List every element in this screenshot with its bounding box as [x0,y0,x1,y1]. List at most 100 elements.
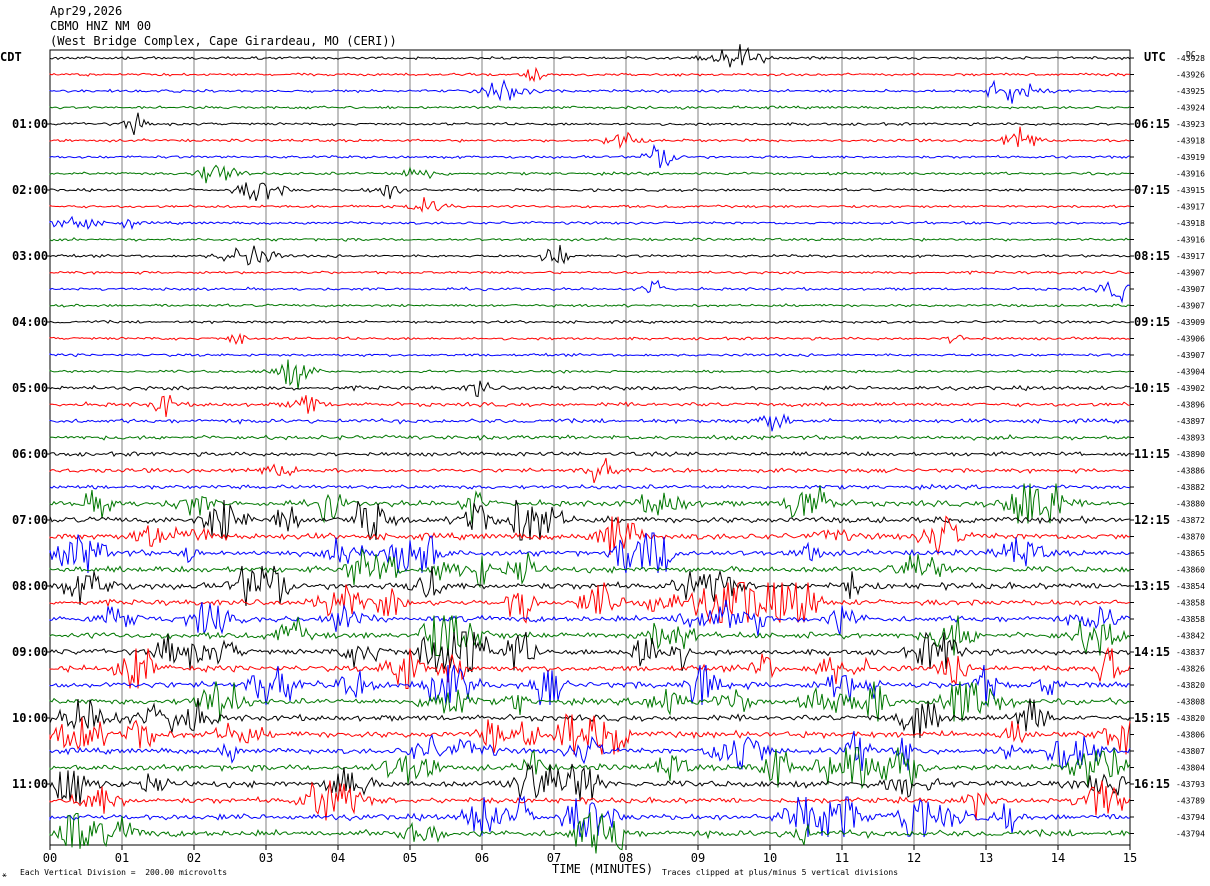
trace-line [49,582,1131,625]
left-hour-label: 03:00 [12,249,48,263]
dc-offset-label: -43872 [1176,516,1205,525]
trace-line [49,164,1131,184]
dc-offset-label: -43880 [1176,500,1205,509]
x-axis-title: TIME (MINUTES) [552,862,654,876]
dc-offset-label: -43902 [1176,384,1205,393]
dc-offset-label: -43906 [1176,335,1205,344]
dc-offset-label: -43807 [1176,747,1205,756]
trace-line [49,664,1131,706]
x-tick-label: 02 [187,851,201,865]
trace-line [49,457,1131,484]
x-tick-label: 11 [835,851,849,865]
station-label: CBMO HNZ NM 00 [50,19,152,33]
dc-offset-label: -43907 [1176,269,1205,278]
x-tick-label: 12 [907,851,921,865]
plot-frame [49,49,1131,846]
trace-line [49,215,1130,231]
trace-line [49,780,1131,821]
x-tick-label: 07 [547,851,561,865]
left-hour-label: 04:00 [12,315,48,329]
dc-offset-label: -43886 [1176,467,1205,476]
dc-offset-label: -43917 [1176,252,1205,261]
scale-note: Each Vertical Division = 200.00 microvol… [20,868,228,877]
dc-offset-label: -43826 [1176,665,1205,674]
clip-note: Traces clipped at plus/minus 5 vertical … [662,868,899,877]
trace-line [49,352,1131,358]
dc-offset-label: -43837 [1176,648,1205,657]
trace-line [49,762,1131,804]
trace-line [49,143,1131,169]
trace-line [49,66,1131,83]
x-tick-label: 15 [1123,851,1137,865]
trace-line [49,182,1131,202]
x-tick-label: 00 [43,851,57,865]
left-hour-label: 07:00 [12,513,48,527]
corner-mark: ⚹ [2,870,7,879]
trace-line [49,483,1131,524]
dc-offset-label: -43896 [1176,401,1205,410]
dc-offset-label: -43854 [1176,582,1205,591]
dc-offset-label: -43907 [1176,302,1205,311]
dc-offset-label: -43820 [1176,714,1205,723]
trace-line [49,515,1131,556]
trace-line [49,483,1131,491]
dc-offset-label: -43928 [1176,54,1205,63]
trace-line [49,499,1131,541]
right-hour-label: 14:15 [1134,645,1170,659]
dc-header-label: DC [1186,50,1196,59]
right-hour-label: 07:15 [1134,183,1170,197]
dc-offset-label: -43882 [1176,483,1205,492]
dc-offset-label: -43907 [1176,285,1205,294]
location-label: (West Bridge Complex, Cape Girardeau, MO… [50,34,397,48]
trace-line [49,303,1131,308]
trace-line [49,359,1131,390]
trace-line [49,394,1131,418]
dc-offset-label: -43808 [1176,698,1205,707]
trace-line [49,565,1131,607]
x-tick-label: 06 [475,851,489,865]
dc-offset-label: -43860 [1176,566,1205,575]
left-hour-label: 01:00 [12,117,48,131]
right-hour-label: 13:15 [1134,579,1170,593]
dc-offset-label: -43904 [1176,368,1205,377]
right-timezone-label: UTC [1144,50,1166,64]
dc-offset-label: -43918 [1176,219,1205,228]
dc-offset-label: -43923 [1176,120,1205,129]
x-tick-label: 10 [763,851,777,865]
left-hour-label: 02:00 [12,183,48,197]
dc-offset-label: -43858 [1176,615,1205,624]
dc-offset-label: -43907 [1176,351,1205,360]
x-tick-label: 05 [403,851,417,865]
dc-offset-label: -43794 [1176,830,1205,839]
trace-line [49,332,1131,346]
trace-line [49,599,1131,636]
trace-line [49,615,1131,656]
left-hour-label: 08:00 [12,579,48,593]
dc-offset-label: -43924 [1176,104,1205,113]
trace-line [49,730,1131,772]
right-hour-label: 11:15 [1134,447,1170,461]
trace-line [49,44,1131,68]
trace-line [49,270,1131,275]
left-hour-label: 11:00 [12,777,48,791]
dc-offset-label: -43858 [1176,599,1205,608]
x-tick-label: 08 [619,851,633,865]
dc-offset-label: -43926 [1176,71,1205,80]
dc-offset-label: -43793 [1176,780,1205,789]
trace-line [49,697,1131,739]
dc-offset-label: -43865 [1176,549,1205,558]
right-hour-label: 15:15 [1134,711,1170,725]
dc-offset-label: -43919 [1176,153,1205,162]
dc-offset-label: -43916 [1176,236,1205,245]
right-hour-label: 06:15 [1134,117,1170,131]
trace-line [49,78,1131,104]
trace-line [49,713,1131,755]
trace-line [49,413,1131,432]
trace-line [49,279,1131,304]
left-hour-label: 09:00 [12,645,48,659]
dc-offset-label: -43842 [1176,632,1205,641]
dc-offset-label: -43806 [1176,731,1205,740]
dc-offset-label: -43915 [1176,186,1205,195]
trace-line [49,380,1131,398]
